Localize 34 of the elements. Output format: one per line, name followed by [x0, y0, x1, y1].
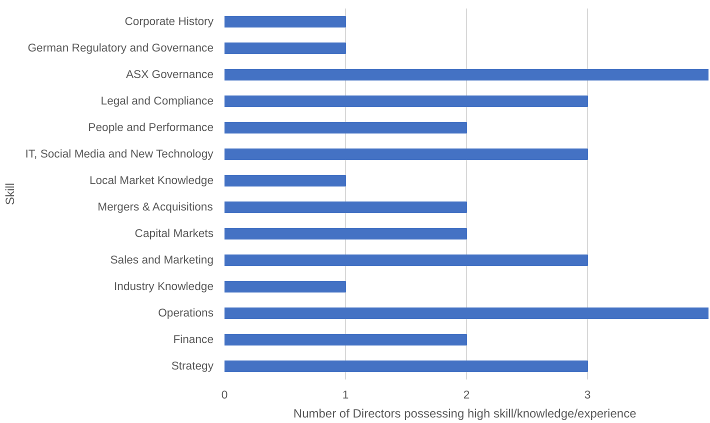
y-tick-label: German Regulatory and Governance	[28, 42, 214, 54]
bar	[224, 68, 708, 81]
y-axis-title: Skill	[3, 182, 18, 205]
y-tick-label: IT, Social Media and New Technology	[25, 148, 214, 160]
bar	[224, 360, 588, 372]
y-tick-label: Industry Knowledge	[114, 280, 214, 293]
x-tick-label: 3	[584, 390, 591, 402]
y-tick-label: Strategy	[171, 360, 214, 372]
y-tick-label: Capital Markets	[134, 228, 214, 240]
x-tick-label: 1	[342, 390, 349, 402]
bar	[224, 148, 588, 160]
bar	[224, 307, 708, 320]
bar	[224, 334, 467, 346]
x-tick-label: 0	[221, 390, 228, 402]
y-tick-label: Local Market Knowledge	[89, 174, 214, 187]
y-tick-label: ASX Governance	[126, 68, 214, 81]
y-tick-label: Operations	[158, 307, 214, 320]
bar	[224, 95, 588, 108]
y-tick-label: People and Performance	[88, 122, 214, 134]
x-tick-label: 2	[463, 390, 470, 402]
y-tick-label: Mergers & Acquisitions	[98, 201, 214, 214]
x-axis-title: Number of Directors possessing high skill/knowledge/experience	[293, 406, 637, 420]
y-tick-label: Corporate History	[124, 16, 214, 28]
bar	[224, 42, 346, 54]
bar	[224, 228, 467, 240]
y-tick-label: Legal and Compliance	[100, 95, 214, 108]
bar	[224, 122, 467, 134]
y-tick-label: Finance	[173, 334, 214, 346]
bar	[224, 254, 588, 266]
bar	[224, 174, 346, 187]
bar	[224, 201, 467, 214]
y-tick-label: Sales and Marketing	[110, 254, 214, 266]
bar	[224, 16, 346, 28]
bar	[224, 280, 346, 293]
